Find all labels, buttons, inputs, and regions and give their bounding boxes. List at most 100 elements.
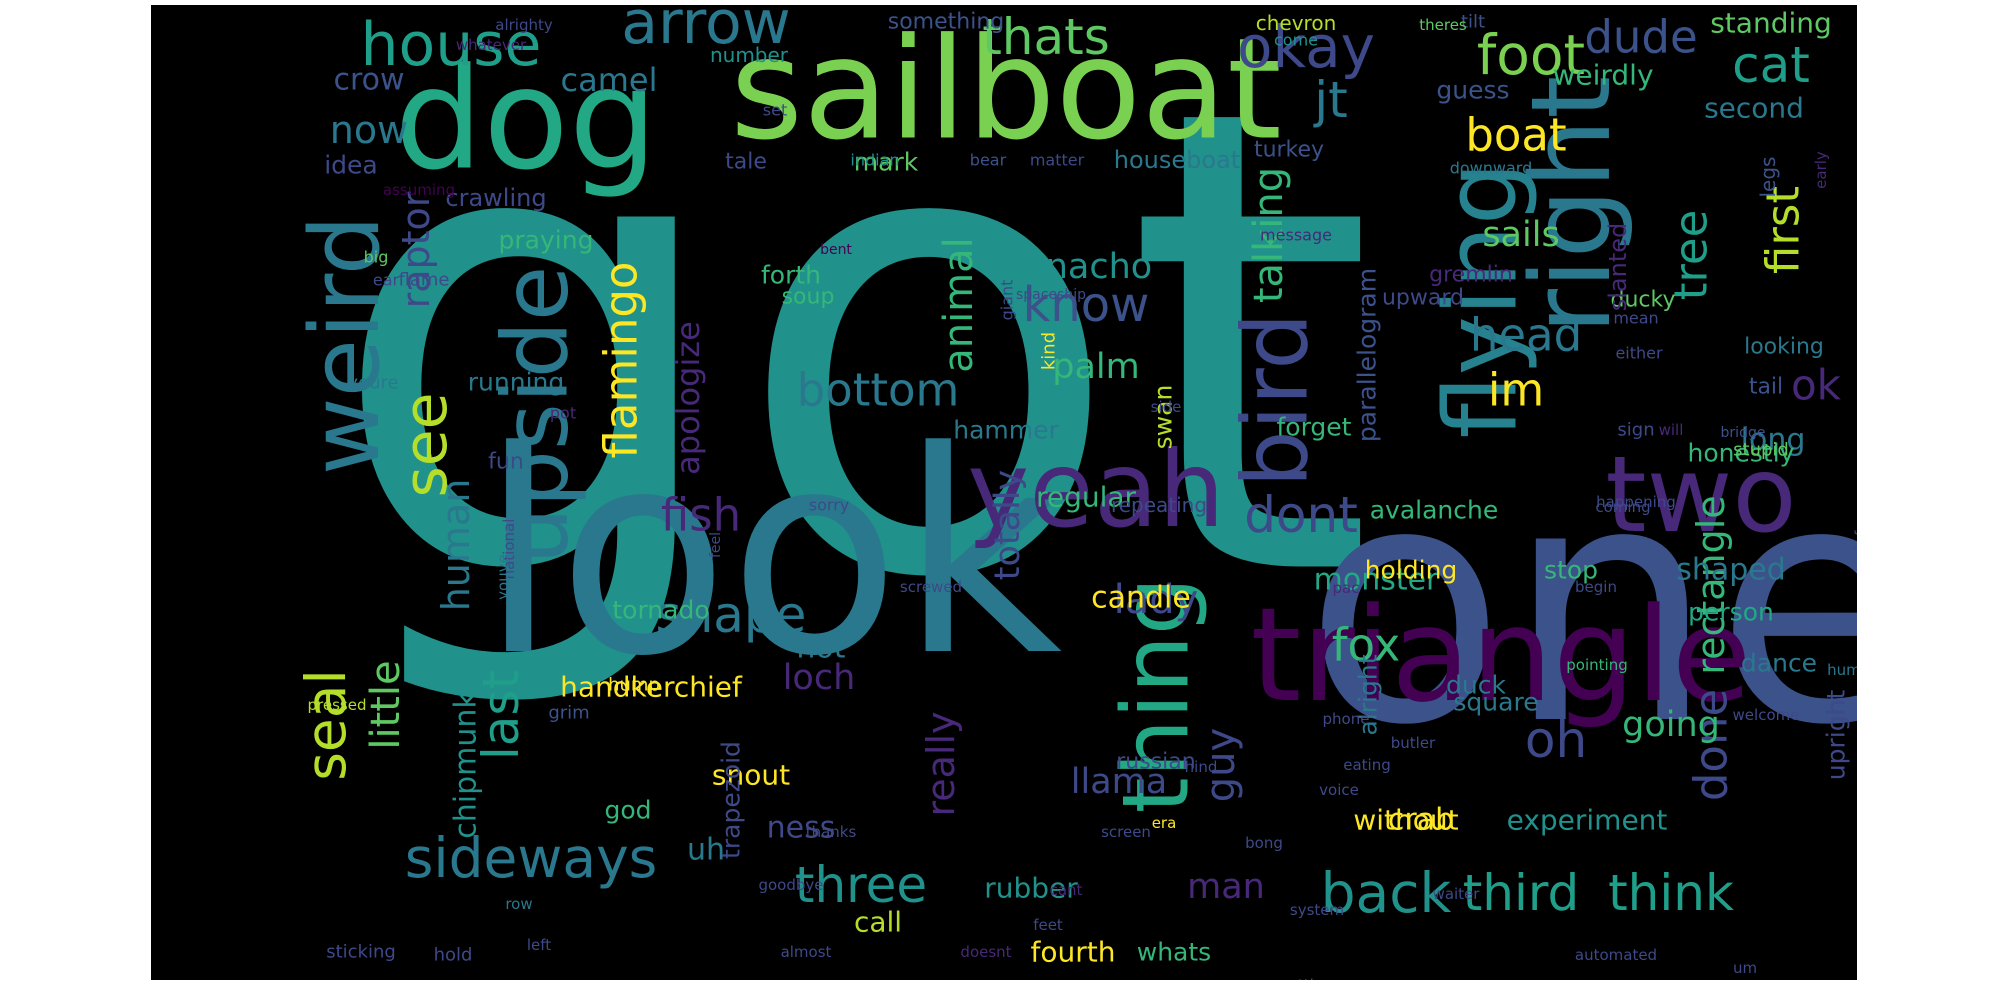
word-triangle: triangle (1250, 579, 1751, 731)
word-look: look (480, 392, 1063, 718)
word-running: running (468, 368, 564, 397)
word-russian: russian (1116, 750, 1195, 775)
word-boat: boat (1465, 109, 1566, 162)
word-animal: animal (936, 237, 982, 373)
word-guy: guy (1198, 728, 1244, 802)
word-fun: fun (488, 450, 524, 475)
word-uh: uh (687, 833, 725, 868)
word-repeating: repeating (1111, 493, 1207, 517)
word-pot: pot (550, 404, 576, 423)
word-cant: cant (1050, 881, 1083, 899)
word-upward: upward (1382, 286, 1464, 311)
word-upright: upright (1822, 690, 1851, 781)
word-camel: camel (561, 61, 658, 99)
word-got: got (327, 5, 1376, 718)
word-dangling: dangling (1798, 616, 1857, 634)
word-duck: duck (1446, 671, 1506, 700)
word-guess: guess (1436, 76, 1509, 105)
word-national: national (500, 519, 518, 580)
word-nacho: nacho (1046, 247, 1152, 287)
word-now: now (330, 108, 408, 152)
word-alright: alright (1354, 654, 1383, 735)
word-parallelogram: parallelogram (1353, 268, 1382, 442)
word-giant: giant (998, 280, 1017, 321)
word-back: back (1321, 861, 1452, 925)
word-dont: dont (1244, 486, 1358, 544)
word-sticking: sticking (326, 942, 396, 963)
word-crab: crab (1388, 803, 1454, 838)
word-sails: sails (1482, 215, 1559, 255)
word-screen: screen (1101, 823, 1151, 841)
word-swan: swan (1149, 385, 1178, 450)
word-bong: bong (1245, 834, 1283, 852)
word-hind: hind (1185, 758, 1218, 776)
word-message: message (1260, 226, 1332, 245)
word-looking: looking (1744, 335, 1824, 360)
word-will: will (1659, 421, 1684, 439)
word-welcome: welcome (1733, 706, 1800, 724)
word-flame: flame (399, 270, 450, 291)
word-tail: tail (1749, 375, 1783, 400)
word-pressed: pressed (308, 696, 367, 714)
word-rectangle: rectangle (1689, 495, 1733, 674)
word-hammer: hammer (953, 416, 1059, 445)
word-think: think (1608, 864, 1734, 922)
word-feel: feel (708, 532, 724, 558)
word-number: number (710, 43, 789, 67)
word-youre: youre (347, 373, 398, 394)
word-talking: talking (1246, 167, 1292, 303)
word-hot: hot (796, 631, 845, 666)
word-flying: flying (1423, 162, 1540, 439)
word-human: human (434, 479, 478, 612)
word-side: side (1151, 398, 1182, 416)
word-early: early (1812, 151, 1830, 189)
word-theres: theres (1419, 16, 1467, 34)
word-set: set (763, 101, 787, 120)
word-bird: bird (1224, 313, 1329, 488)
word-grim: grim (548, 703, 589, 724)
word-row: row (505, 895, 532, 913)
word-matter: matter (1030, 151, 1085, 170)
word-waiter: waiter (1433, 885, 1481, 903)
word-um: um (1733, 959, 1757, 977)
word-weird: weird (291, 215, 401, 475)
word-last: last (472, 670, 530, 760)
word-going: going (1622, 705, 1720, 745)
word-ok: ok (1791, 361, 1842, 410)
word-butler: butler (1391, 734, 1436, 752)
word-dog: dog (394, 39, 657, 202)
word-indian: indian (850, 151, 899, 170)
word-sorry: sorry (809, 496, 849, 515)
word-experiment: experiment (1507, 804, 1668, 837)
word-two: two (1605, 434, 1796, 556)
word-see: see (391, 392, 461, 497)
word-tilt: tilt (1461, 12, 1485, 33)
word-honestly: honestly (1688, 439, 1795, 468)
word-rubber: rubber (984, 872, 1078, 905)
word-almost: almost (781, 943, 832, 961)
word-ear: ear (373, 271, 400, 290)
word-dude: dude (1584, 11, 1697, 64)
word-soup: soup (782, 285, 835, 310)
word-snout: snout (712, 759, 790, 792)
word-doesnt: doesnt (960, 943, 1011, 961)
word-happening: happening (1596, 493, 1676, 511)
word-done: done (1685, 689, 1738, 801)
word-head: head (1470, 309, 1582, 362)
word-youve: youve (494, 554, 512, 600)
word-man: man (1187, 867, 1265, 907)
word-fourth: fourth (1031, 936, 1116, 969)
word-handkerchief: handkerchief (560, 671, 743, 704)
word-shaped: shaped (1676, 553, 1786, 588)
word-big: big (364, 248, 389, 267)
word-hold: hold (434, 945, 473, 966)
word-upside: upside (484, 266, 589, 565)
word-downward: downward (1450, 159, 1533, 178)
word-hum: hum (1827, 661, 1857, 679)
word-call: call (854, 906, 902, 939)
word-thing: thing (1103, 577, 1210, 814)
word-tree: tree (1665, 210, 1718, 301)
word-voice: voice (1319, 781, 1359, 799)
word-whats: whats (1137, 938, 1211, 967)
